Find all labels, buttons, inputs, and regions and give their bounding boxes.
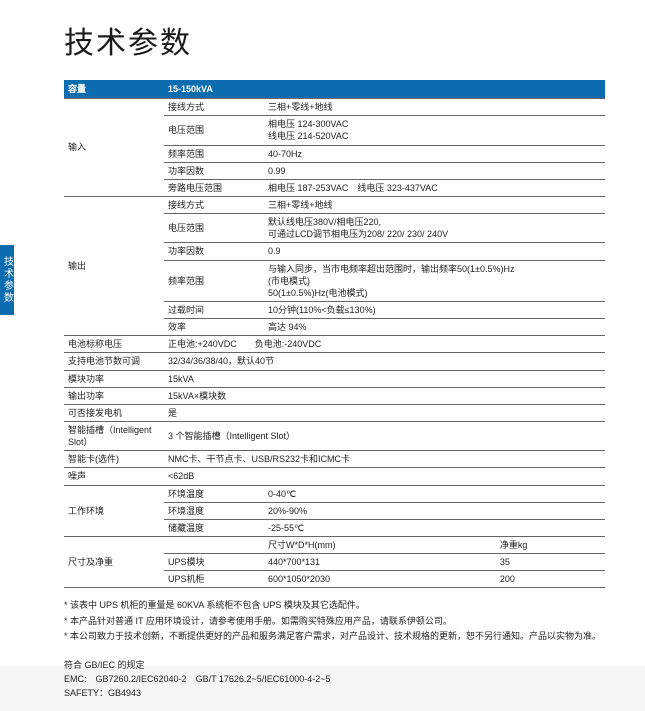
cell: 35 xyxy=(496,554,605,571)
cell: 是 xyxy=(164,404,605,421)
cell: 3 个智能插槽（Intelligent Slot） xyxy=(164,421,605,450)
standards-line: 符合 GB/IEC 的规定 xyxy=(64,658,605,672)
cell: UPS模块 xyxy=(164,554,264,571)
table-row: 输出功率15kVA×模块数 xyxy=(64,387,605,404)
cell: 功率因数 xyxy=(164,162,264,179)
note-line: * 本产品针对普通 IT 应用环境设计，请参考使用手册。如需购买特殊应用产品，请… xyxy=(64,614,605,628)
spec-table: 容量15-150kVA输入接线方式三相+零线+地线电压范围相电压 124-300… xyxy=(64,80,605,588)
standards-line: SAFETY：GB4943 xyxy=(64,686,605,700)
cell: 0.9 xyxy=(264,243,605,260)
cell: 20%-90% xyxy=(264,502,605,519)
page-title: 技术参数 xyxy=(64,18,605,62)
cell xyxy=(164,536,264,553)
note-line: * 该表中 UPS 机柜的重量是 60KVA 系统柜不包含 UPS 模块及其它选… xyxy=(64,598,605,612)
cell: 600*1050*2030 xyxy=(264,571,496,588)
cell: 电压范围 xyxy=(164,116,264,145)
table-row: 输出接线方式三相+零线+地线 xyxy=(64,196,605,213)
standards-line: EMC: GB7260.2/IEC62040-2 GB/T 17626.2~5/… xyxy=(64,672,605,686)
table-row: 支持电池节数可调32/34/36/38/40，默认40节 xyxy=(64,353,605,370)
side-tab-label: 技术参数 xyxy=(0,256,15,304)
cell: 可否接发电机 xyxy=(64,404,164,421)
cell: 15kVA xyxy=(164,370,605,387)
table-row: 噪声<62dB xyxy=(64,468,605,485)
cell: 尺寸及净重 xyxy=(64,536,164,587)
cell: 功率因数 xyxy=(164,243,264,260)
cell: 接线方式 xyxy=(164,196,264,213)
cell: 模块功率 xyxy=(64,370,164,387)
cell: 15kVA×模块数 xyxy=(164,387,605,404)
cell: 15-150kVA xyxy=(164,80,605,99)
cell: NMC卡、干节点卡、USB/RS232卡和ICMC卡 xyxy=(164,451,605,468)
cell: 储藏温度 xyxy=(164,519,264,536)
standards: 符合 GB/IEC 的规定 EMC: GB7260.2/IEC62040-2 G… xyxy=(64,658,605,701)
cell: 频率范围 xyxy=(164,260,264,301)
cell: -25-55℃ xyxy=(264,519,605,536)
cell: 容量 xyxy=(64,80,164,99)
side-tab: 技术参数 xyxy=(0,245,14,315)
cell: 接线方式 xyxy=(164,99,264,116)
cell: 环境湿度 xyxy=(164,502,264,519)
cell: 输出功率 xyxy=(64,387,164,404)
cell: <62dB xyxy=(164,468,605,485)
cell: 输出 xyxy=(64,196,164,335)
notes: * 该表中 UPS 机柜的重量是 60KVA 系统柜不包含 UPS 模块及其它选… xyxy=(64,598,605,643)
cell: 环境温度 xyxy=(164,485,264,502)
cell: 440*700*131 xyxy=(264,554,496,571)
cell: 噪声 xyxy=(64,468,164,485)
table-row: 模块功率15kVA xyxy=(64,370,605,387)
cell: 频率范围 xyxy=(164,145,264,162)
cell: UPS机柜 xyxy=(164,571,264,588)
cell: 净重kg xyxy=(496,536,605,553)
cell: 三相+零线+地线 xyxy=(264,196,605,213)
cell: 相电压 187-253VAC 线电压 323-437VAC xyxy=(264,179,605,196)
table-row: 智能插槽（Intelligent Slot）3 个智能插槽（Intelligen… xyxy=(64,421,605,450)
cell: 支持电池节数可调 xyxy=(64,353,164,370)
cell: 电压范围 xyxy=(164,214,264,243)
table-row: 工作环境环境温度0-40℃ xyxy=(64,485,605,502)
cell: 0-40℃ xyxy=(264,485,605,502)
cell: 40-70Hz xyxy=(264,145,605,162)
cell: 工作环境 xyxy=(64,485,164,536)
note-line: * 本公司致力于技术创新，不断提供更好的产品和服务满足客户需求，对产品设计、技术… xyxy=(64,629,605,643)
cell: 智能插槽（Intelligent Slot） xyxy=(64,421,164,450)
cell: 默认线电压380V/相电压220,可通过LCD调节相电压为208/ 220/ 2… xyxy=(264,214,605,243)
table-header-row: 容量15-150kVA xyxy=(64,80,605,99)
cell: 10分钟(110%<负载≤130%) xyxy=(264,301,605,318)
cell: 过载时间 xyxy=(164,301,264,318)
cell: 输入 xyxy=(64,99,164,197)
cell: 智能卡(选件) xyxy=(64,451,164,468)
table-row: 尺寸及净重尺寸W*D*H(mm)净重kg xyxy=(64,536,605,553)
cell: 200 xyxy=(496,571,605,588)
cell: 三相+零线+地线 xyxy=(264,99,605,116)
cell: 0.99 xyxy=(264,162,605,179)
cell: 旁路电压范围 xyxy=(164,179,264,196)
cell: 效率 xyxy=(164,319,264,336)
cell: 32/34/36/38/40，默认40节 xyxy=(164,353,605,370)
cell: 相电压 124-300VAC线电压 214-520VAC xyxy=(264,116,605,145)
cell: 高达 94% xyxy=(264,319,605,336)
document-page: 技术参数 技术参数 容量15-150kVA输入接线方式三相+零线+地线电压范围相… xyxy=(0,0,645,666)
cell: 正电池:+240VDC 负电池:-240VDC xyxy=(164,336,605,353)
table-row: 智能卡(选件)NMC卡、干节点卡、USB/RS232卡和ICMC卡 xyxy=(64,451,605,468)
content-area: 技术参数 容量15-150kVA输入接线方式三相+零线+地线电压范围相电压 12… xyxy=(0,0,645,711)
table-row: 电池标称电压正电池:+240VDC 负电池:-240VDC xyxy=(64,336,605,353)
table-row: 可否接发电机是 xyxy=(64,404,605,421)
cell: 尺寸W*D*H(mm) xyxy=(264,536,496,553)
cell: 与输入同步，当市电频率超出范围时，输出频率50(1±0.5%)Hz(市电模式)5… xyxy=(264,260,605,301)
cell: 电池标称电压 xyxy=(64,336,164,353)
table-row: 输入接线方式三相+零线+地线 xyxy=(64,99,605,116)
